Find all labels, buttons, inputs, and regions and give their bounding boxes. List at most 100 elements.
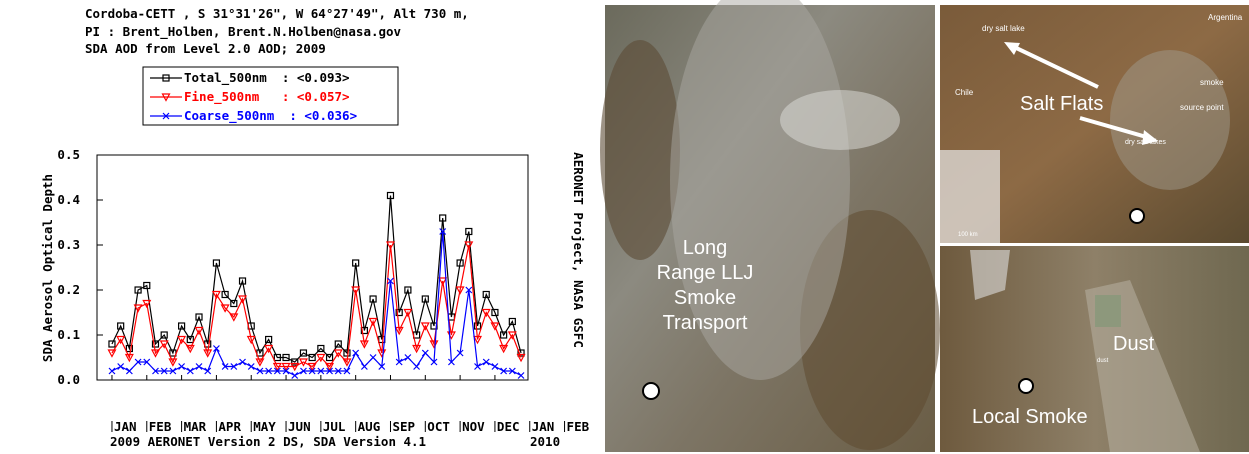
terrain xyxy=(600,40,680,260)
marker xyxy=(125,367,133,375)
arrow xyxy=(1079,116,1151,140)
marker xyxy=(117,322,125,330)
marker xyxy=(308,353,316,362)
site-marker xyxy=(1129,208,1145,224)
image-label: Dust xyxy=(1113,333,1155,355)
marker xyxy=(273,367,281,375)
marker xyxy=(221,290,229,299)
marker xyxy=(499,344,509,354)
marker xyxy=(168,358,178,367)
image-label: dust xyxy=(1097,358,1109,364)
marker xyxy=(334,340,342,348)
marker xyxy=(387,277,394,285)
legend-marker xyxy=(162,74,170,82)
series-line xyxy=(111,244,522,368)
marker xyxy=(439,214,447,222)
marker xyxy=(178,363,186,370)
marker xyxy=(412,344,422,354)
marker xyxy=(491,308,499,317)
marker xyxy=(177,335,187,345)
marker xyxy=(482,358,490,366)
y-tick-label: 0.2 xyxy=(57,282,80,297)
marker xyxy=(185,344,195,354)
marker xyxy=(195,313,203,321)
arrow xyxy=(1009,43,1099,89)
marker xyxy=(212,345,220,352)
y-axis-label: SDA Aerosol Optical Depth xyxy=(40,174,55,362)
marker xyxy=(491,363,499,370)
marker xyxy=(404,286,412,294)
marker xyxy=(325,353,334,362)
marker xyxy=(256,367,264,375)
marker xyxy=(333,349,343,358)
marker xyxy=(177,322,186,330)
marker xyxy=(291,372,299,379)
marker xyxy=(204,367,212,375)
site-marker xyxy=(642,382,660,400)
marker xyxy=(343,349,351,357)
legend-label: Fine_500nm : <0.057> xyxy=(184,89,350,105)
marker xyxy=(265,335,273,344)
marker xyxy=(447,358,455,366)
marker xyxy=(465,286,473,294)
series-line xyxy=(111,195,522,363)
marker xyxy=(490,322,500,331)
plot-frame xyxy=(96,154,529,381)
marker xyxy=(378,363,386,370)
title-line: Cordoba-CETT , S 31°31'26", W 64°27'49",… xyxy=(85,6,469,21)
x-tick-label: MAR xyxy=(184,419,207,434)
marker xyxy=(186,367,194,375)
marker xyxy=(368,317,378,327)
image-label: source point xyxy=(1180,103,1224,112)
y-tick-label: 0.5 xyxy=(57,147,80,162)
marker xyxy=(264,344,274,354)
y-tick-label: 0.3 xyxy=(57,237,80,252)
x-tick-label: SEP xyxy=(392,419,415,434)
marker xyxy=(342,358,352,367)
marker xyxy=(421,295,429,303)
marker xyxy=(481,308,491,318)
marker xyxy=(169,367,177,375)
marker xyxy=(221,363,229,370)
marker xyxy=(439,228,447,235)
x-tick-label: JUL xyxy=(323,419,346,434)
marker xyxy=(474,363,481,370)
image-label: Local Smoke xyxy=(972,406,1088,428)
marker xyxy=(326,367,333,375)
image-label: dry salt lakes xyxy=(1125,139,1166,146)
marker xyxy=(255,358,265,367)
x-tick-label: OCT xyxy=(427,419,450,434)
marker xyxy=(385,241,395,250)
image-label: Transport xyxy=(663,312,748,334)
footer: 2010 xyxy=(530,434,560,449)
marker xyxy=(369,354,377,361)
x-tick-label: FEB xyxy=(567,419,590,434)
marker xyxy=(300,367,307,375)
marker xyxy=(482,290,490,299)
x-tick-label: AUG xyxy=(358,419,381,434)
legend-box xyxy=(142,66,399,126)
marker xyxy=(195,363,203,370)
image-label: smoke xyxy=(1200,78,1224,87)
marker xyxy=(473,335,483,345)
marker xyxy=(150,349,160,358)
marker xyxy=(386,191,395,200)
marker xyxy=(239,358,246,366)
marker xyxy=(229,313,239,322)
marker xyxy=(456,259,464,267)
image-label: Chile xyxy=(955,88,974,97)
image-label: Long xyxy=(683,237,728,259)
marker xyxy=(142,299,152,309)
marker xyxy=(134,358,142,366)
marker xyxy=(508,317,516,326)
marker xyxy=(133,304,143,313)
dust-plume xyxy=(1085,280,1200,452)
x-tick-label: DEC xyxy=(497,419,520,434)
y2-axis-label: AERONET Project, NASA GSFC xyxy=(571,152,586,348)
marker xyxy=(404,354,412,361)
marker xyxy=(194,326,204,336)
marker xyxy=(124,353,134,363)
marker xyxy=(307,362,317,372)
image-label: Salt Flats xyxy=(1020,93,1103,115)
